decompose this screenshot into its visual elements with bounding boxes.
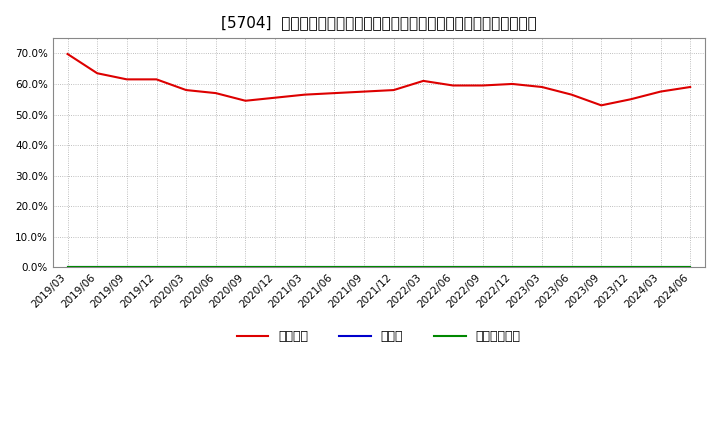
Legend: 自己資本, のれん, 繰延税金資産: 自己資本, のれん, 繰延税金資産 [232,325,526,348]
Title: [5704]  自己資本、のれん、繰延税金資産の総資産に対する比率の推移: [5704] 自己資本、のれん、繰延税金資産の総資産に対する比率の推移 [221,15,536,30]
